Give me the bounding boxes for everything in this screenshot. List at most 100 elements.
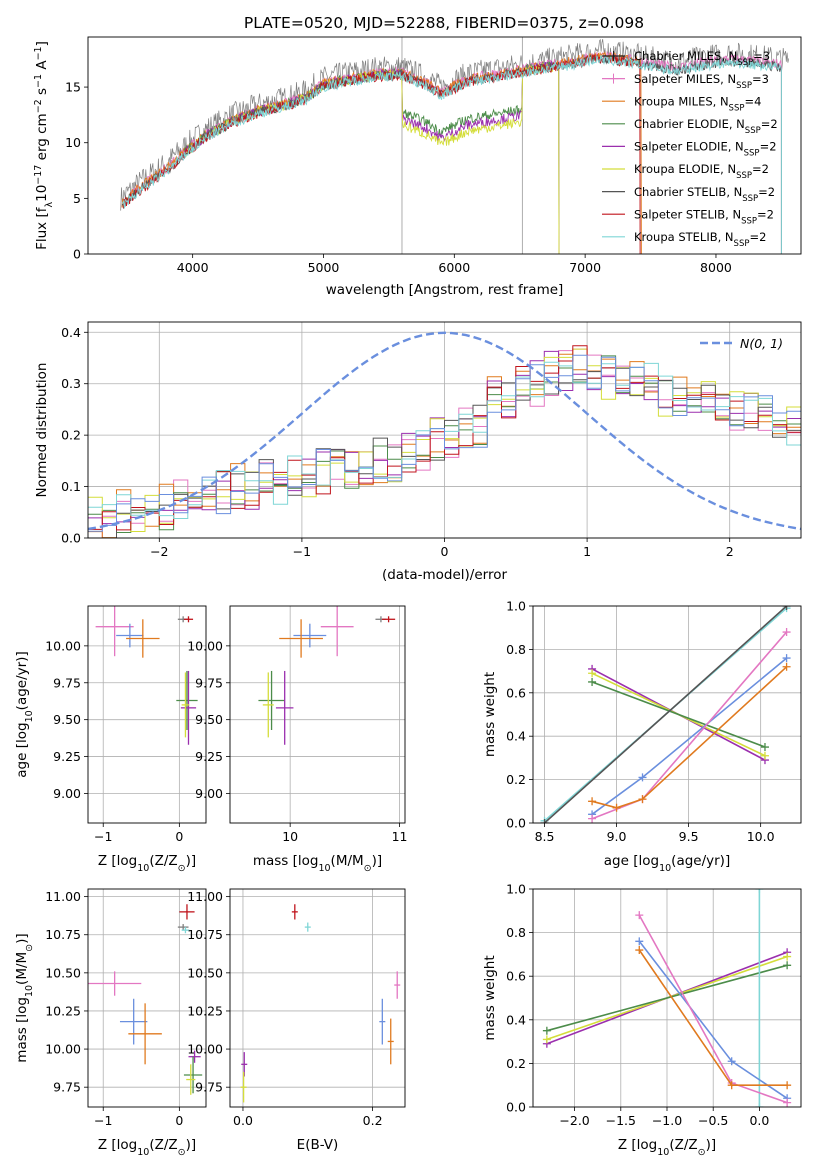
massweight-vs-age-plot-area	[540, 606, 791, 823]
x-tick-label: 0	[175, 1113, 183, 1128]
weight-line	[591, 631, 788, 820]
spectrum-series-line	[183, 61, 560, 254]
residual-histogram	[88, 348, 801, 532]
y-tick-label: 0.0	[61, 531, 81, 546]
legend-label-name: Salpeter ELODIE, N	[634, 140, 744, 154]
x-tick-label: 10	[282, 829, 298, 844]
y-tick-label: 0.2	[61, 428, 81, 443]
mass-vs-Z-ylabel-part: )]	[14, 933, 30, 944]
mass-vs-Z-ylabel-part: ⊙	[24, 944, 35, 952]
mass-vs-Z-ylabel-part: (M/M	[14, 952, 30, 985]
errorbar-point	[116, 623, 144, 648]
figure-title: PLATE=0520, MJD=52288, FIBERID=0375, z=0…	[244, 14, 644, 32]
mass-vs-EBV-plot-area	[240, 904, 401, 1103]
x-tick-label: 9.0	[607, 829, 627, 844]
legend-label-name: Chabrier STELIB, N	[634, 185, 742, 199]
y-tick-label: 10.75	[45, 927, 81, 942]
mass-vs-Z-grid	[88, 889, 206, 1107]
spectrum-ylabel-part: Flux [f	[34, 206, 50, 250]
errorbar-point	[275, 670, 294, 745]
age-vs-mass-xlabel-part: )]	[372, 853, 383, 869]
massweight-vs-Z-ylabel: mass weight	[482, 955, 498, 1040]
mass-vs-Z-ylabel-part: mass [log	[14, 997, 30, 1063]
x-tick-label: −1	[94, 829, 112, 844]
y-tick-label: 9.75	[195, 675, 223, 690]
errorbar-point	[293, 623, 327, 648]
x-tick-label: −1.5	[606, 1113, 636, 1128]
x-tick-label: 10.0	[747, 829, 775, 844]
weight-marker	[638, 795, 647, 804]
x-tick-label: −2.0	[559, 1113, 589, 1128]
errorbar-point	[119, 998, 148, 1045]
legend-label-sub: SSP	[741, 216, 757, 226]
massweight-vs-Z-xlabel-part: (Z/Z	[669, 1137, 697, 1153]
errorbar-point	[180, 670, 197, 745]
y-tick-label: 0.2	[506, 1056, 526, 1071]
errorbar-point	[128, 1003, 162, 1065]
errorbar-point	[188, 1050, 201, 1063]
weight-marker	[782, 606, 791, 610]
y-tick-label: 9.25	[53, 749, 81, 764]
legend-label-name: Kroupa MILES, N	[634, 94, 729, 108]
legend-label-count: =2	[760, 140, 777, 154]
massweight-vs-age-xlabel-part: 10	[659, 863, 671, 874]
legend-label: Salpeter STELIB, NSSP=2	[634, 207, 774, 226]
y-tick-label: 0.6	[506, 969, 526, 984]
errorbar-point	[183, 1056, 203, 1094]
x-tick-label: −0.5	[698, 1113, 728, 1128]
age-vs-Z-ylabel-part: age [log	[14, 722, 30, 777]
errorbar-point	[394, 971, 401, 999]
errorbar-point	[382, 616, 396, 623]
massweight-vs-age-grid	[533, 605, 801, 824]
legend-label-name: Salpeter STELIB, N	[634, 207, 741, 221]
spectrum-series-line	[183, 61, 560, 254]
legend-label: Salpeter MILES, NSSP=3	[634, 72, 769, 91]
y-tick-label: 10.00	[45, 638, 81, 653]
x-tick-label: 6000	[438, 260, 470, 275]
mass-vs-Z-axes-frame	[87, 888, 207, 1108]
y-tick-label: 9.75	[53, 675, 81, 690]
weight-marker	[588, 677, 597, 686]
x-tick-label: −1.0	[652, 1113, 682, 1128]
y-tick-label: 10.00	[45, 1042, 81, 1057]
errorbar-point	[279, 619, 323, 658]
gaussian-curve	[88, 331, 801, 531]
mass-vs-EBV-xlabel: E(B-V)	[297, 1137, 339, 1153]
residuals-panel: −2 −1 0 1 2 0.0 0.1 0.2 0.3 0.4 (data-model)/error…	[34, 321, 802, 583]
age-vs-Z-ylabel: age [log10(age/yr)]	[14, 651, 35, 777]
y-tick-label: 9.75	[195, 1080, 223, 1095]
legend-label: N(0, 1)	[740, 336, 783, 351]
legend-label: Chabrier STELIB, NSSP=2	[634, 185, 775, 204]
residuals-axes-frame	[87, 321, 802, 539]
massweight-vs-age-xlabel-part: age [log	[604, 853, 659, 869]
weight-marker	[588, 814, 597, 823]
errorbar-point	[379, 998, 386, 1045]
spectrum-legend: Chabrier MILES, NSSP=3 Salpeter MILES, NS…	[602, 49, 778, 249]
weight-marker	[635, 911, 644, 920]
y-tick-label: 0.4	[506, 729, 526, 744]
errorbar-point	[240, 1071, 247, 1103]
legend-label: Chabrier MILES, NSSP=3	[634, 49, 770, 68]
mass-vs-Z-xlabel-part: )]	[186, 1137, 197, 1153]
spectrum-ylabel: Flux [fλ10−17 erg cm−2 s−1 A−1]	[33, 41, 55, 250]
weight-line	[546, 964, 788, 1032]
y-tick-label: 10.00	[187, 638, 223, 653]
y-tick-label: 0.2	[506, 772, 526, 787]
mass-vs-EBV-axes-frame	[229, 888, 406, 1108]
mass-vs-Z-xlabel-part: 10	[137, 1147, 149, 1158]
weight-marker	[760, 743, 769, 752]
age-vs-mass-plot-area	[258, 606, 396, 745]
weight-series	[755, 889, 764, 1107]
massweight-vs-age-xlabel-part: (age/yr)]	[671, 853, 730, 869]
mass-vs-EBV-panel: 0.0 0.2 9.75 10.00 10.25 10.50 10.75 11.00 E(B-V…	[187, 888, 406, 1153]
age-vs-mass-xlabel-part: (M/M	[331, 853, 364, 869]
age-vs-Z-axes-frame	[87, 605, 207, 824]
y-tick-label: 0.6	[506, 685, 526, 700]
massweight-vs-Z-xlabel-part: Z [log	[618, 1137, 657, 1153]
weight-series	[588, 662, 791, 812]
x-tick-label: 7000	[569, 260, 601, 275]
weight-marker	[635, 937, 644, 946]
weight-marker	[782, 628, 791, 637]
residuals-ylabel: Normed distribution	[34, 363, 50, 498]
